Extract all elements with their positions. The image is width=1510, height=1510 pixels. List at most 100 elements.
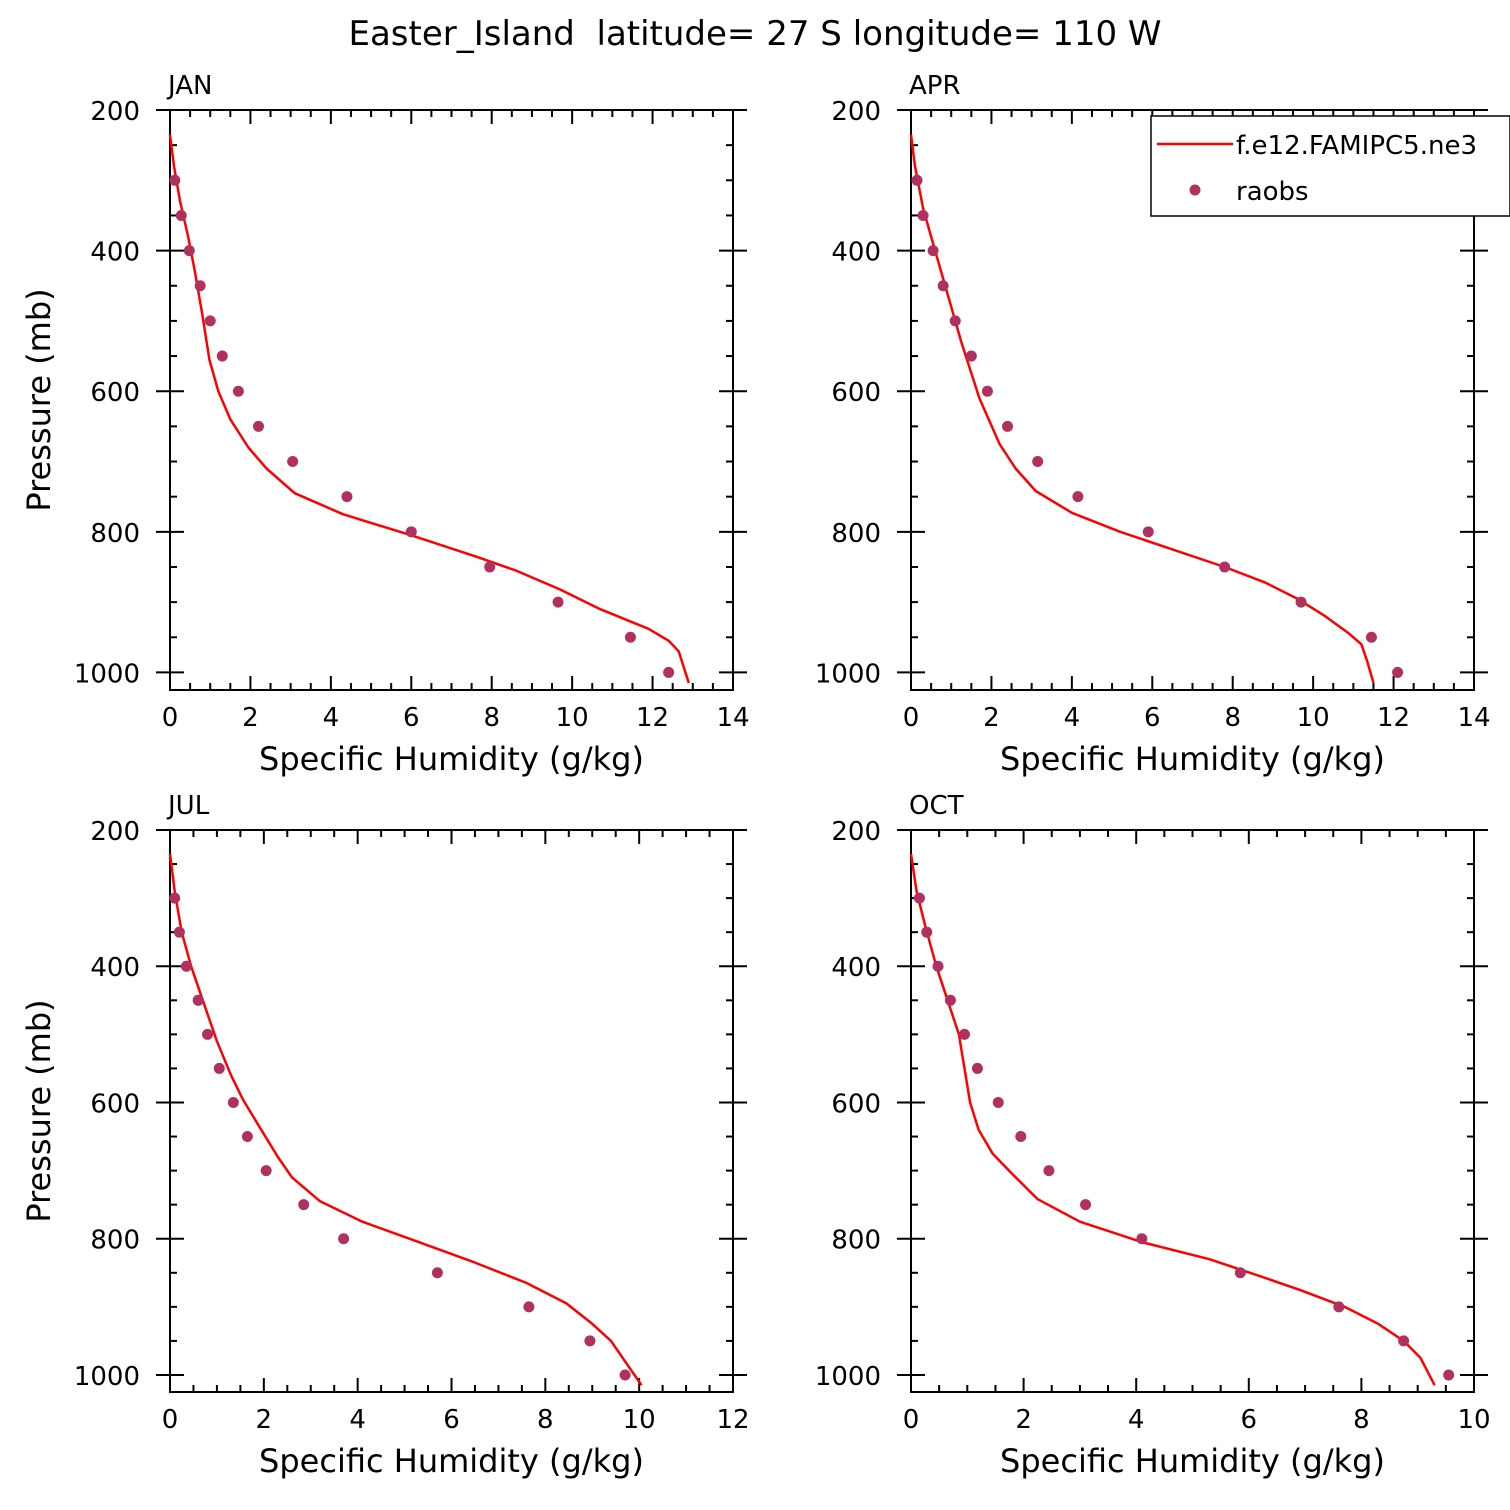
y-tick-label: 1000 — [74, 659, 140, 689]
raobs-point — [180, 960, 192, 972]
x-tick-label: 2 — [983, 703, 1000, 733]
raobs-point — [911, 174, 923, 186]
y-tick-label: 600 — [90, 378, 140, 408]
raobs-point — [619, 1369, 631, 1381]
raobs-point — [1072, 491, 1084, 503]
y-tick-label: 800 — [90, 1226, 140, 1256]
raobs-point — [992, 1096, 1004, 1108]
raobs-point — [252, 420, 264, 432]
raobs-point — [624, 631, 636, 643]
legend: f.e12.FAMIPC5.ne3 raobs — [1150, 115, 1510, 217]
y-axis-label: Pressure (mb) — [20, 999, 58, 1222]
y-axis-label: Pressure (mb) — [20, 288, 58, 511]
y-tick-label: 200 — [831, 817, 881, 847]
raobs-point — [183, 245, 195, 257]
legend-model-label: f.e12.FAMIPC5.ne3 — [1236, 131, 1477, 161]
y-tick-label: 600 — [831, 378, 881, 408]
plot-frame — [169, 109, 734, 691]
raobs-point — [287, 456, 299, 468]
x-tick-label: 4 — [349, 1405, 366, 1435]
x-axis-label: Specific Humidity (g/kg) — [259, 740, 644, 778]
y-tick-label: 1000 — [815, 659, 881, 689]
panel-oct: OCT 0 2 4 6 8 10 200 400 600 800 1000 Specific Humid… — [815, 791, 1491, 1480]
panel-jul: JUL 0 2 4 6 8 10 12 200 400 600 800 1000 Specific Hum… — [20, 791, 750, 1480]
x-tick-label: 8 — [1353, 1405, 1370, 1435]
raobs-point — [341, 491, 353, 503]
x-tick-label: 4 — [1064, 703, 1081, 733]
raobs-point — [227, 1096, 239, 1108]
x-tick-label: 4 — [1128, 1405, 1145, 1435]
raobs-point — [213, 1062, 225, 1074]
legend-box — [1150, 115, 1510, 217]
y-tick-label: 400 — [831, 953, 881, 983]
raobs-point — [932, 960, 944, 972]
raobs-point — [552, 596, 564, 608]
x-tick-label: 6 — [443, 1405, 460, 1435]
x-tick-label: 14 — [716, 703, 749, 733]
raobs-point — [216, 350, 228, 362]
raobs-point — [971, 1062, 983, 1074]
x-tick-label: 10 — [556, 703, 589, 733]
x-tick-label: 14 — [1457, 703, 1490, 733]
plot-frame — [910, 829, 1475, 1393]
y-tick-label: 1000 — [74, 1362, 140, 1392]
raobs-point — [175, 209, 187, 221]
raobs-point — [958, 1028, 970, 1040]
y-tick-label: 200 — [90, 97, 140, 127]
panel-apr: APR 0 2 4 6 8 10 12 14 200 400 600 800 1000 Specific H… — [815, 71, 1510, 778]
x-tick-label: 8 — [483, 703, 500, 733]
y-tick-label: 800 — [831, 1226, 881, 1256]
x-tick-label: 0 — [903, 1405, 920, 1435]
raobs-point — [1015, 1131, 1027, 1143]
panel-month-label: OCT — [909, 791, 964, 821]
x-tick-label: 12 — [716, 1405, 749, 1435]
raobs-point — [937, 280, 949, 292]
raobs-point — [523, 1301, 535, 1313]
raobs-point — [194, 280, 206, 292]
raobs-point — [1398, 1335, 1410, 1347]
raobs-point — [1080, 1199, 1092, 1211]
raobs-point — [584, 1335, 596, 1347]
raobs-point — [431, 1267, 443, 1279]
raobs-point — [192, 994, 204, 1006]
x-axis-label: Specific Humidity (g/kg) — [259, 1442, 644, 1480]
x-tick-label: 0 — [162, 1405, 179, 1435]
raobs-point — [944, 994, 956, 1006]
raobs-point — [981, 385, 993, 397]
y-tick-label: 400 — [90, 953, 140, 983]
x-tick-label: 8 — [537, 1405, 554, 1435]
x-tick-label: 0 — [162, 703, 179, 733]
legend-dot-swatch — [1189, 184, 1201, 196]
figure-title: Easter_Island latitude= 27 S longitude= … — [348, 14, 1161, 54]
raobs-point — [1365, 631, 1377, 643]
raobs-point — [927, 245, 939, 257]
raobs-point — [173, 926, 185, 938]
y-tick-label: 600 — [90, 1089, 140, 1119]
model-line — [909, 853, 1436, 1386]
y-tick-label: 600 — [831, 1089, 881, 1119]
raobs-point — [169, 174, 181, 186]
x-tick-label: 2 — [256, 1405, 273, 1435]
x-tick-label: 10 — [623, 1405, 656, 1435]
raobs-point — [1136, 1233, 1148, 1245]
raobs-point — [913, 892, 925, 904]
x-tick-label: 12 — [636, 703, 669, 733]
panel-month-label: JAN — [166, 71, 212, 101]
panel-jan: JAN 0 2 4 6 8 10 12 14 200 400 600 800 1000 Specific H… — [20, 71, 750, 778]
raobs-point — [1234, 1267, 1246, 1279]
raobs-point — [169, 892, 181, 904]
raobs-point — [202, 1028, 214, 1040]
x-tick-label: 6 — [1241, 1405, 1258, 1435]
x-axis-label: Specific Humidity (g/kg) — [1000, 740, 1385, 778]
raobs-point — [260, 1165, 272, 1177]
x-tick-label: 10 — [1297, 703, 1330, 733]
model-line — [168, 853, 643, 1386]
panel-month-label: JUL — [166, 791, 210, 821]
x-tick-label: 10 — [1457, 1405, 1490, 1435]
model-line — [168, 134, 690, 684]
x-tick-label: 2 — [1015, 1405, 1032, 1435]
panel-month-label: APR — [909, 71, 961, 101]
x-tick-label: 12 — [1377, 703, 1410, 733]
